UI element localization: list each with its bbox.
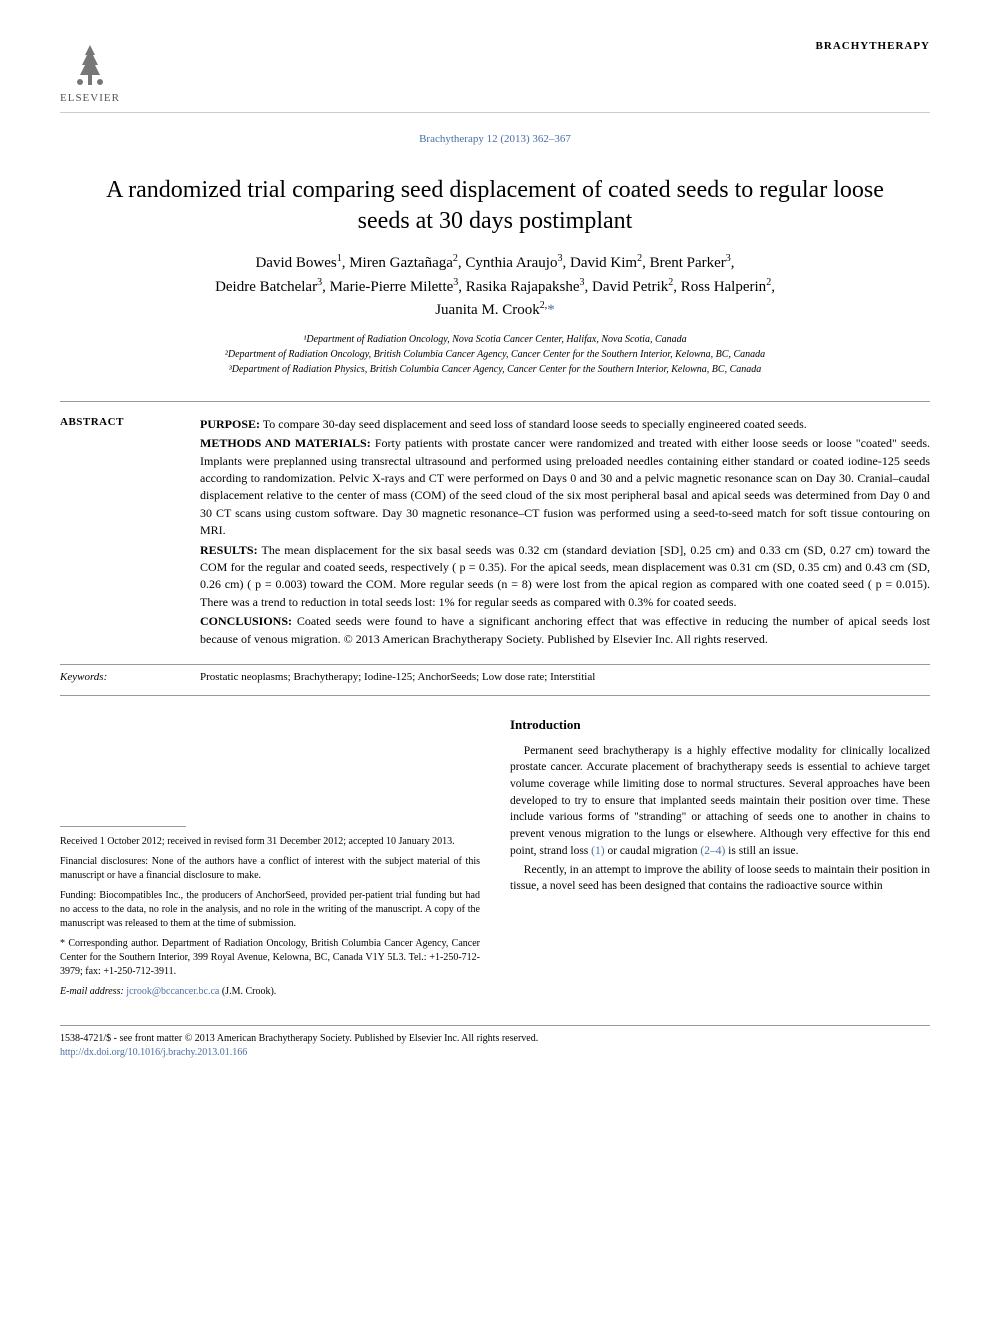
intro-p1-a: Permanent seed brachytherapy is a highly… xyxy=(510,745,930,857)
purpose-label: PURPOSE: xyxy=(200,417,260,431)
purpose-text: To compare 30-day seed displacement and … xyxy=(263,417,807,431)
affiliations: ¹Department of Radiation Oncology, Nova … xyxy=(60,332,930,377)
abstract-purpose: PURPOSE: To compare 30-day seed displace… xyxy=(200,416,930,433)
email-link[interactable]: jcrook@bccancer.bc.ca xyxy=(126,986,219,997)
abstract-label: ABSTRACT xyxy=(60,416,180,428)
footer-doi-link[interactable]: http://dx.doi.org/10.1016/j.brachy.2013.… xyxy=(60,1046,930,1060)
ref-link-2[interactable]: (2–4) xyxy=(700,845,725,857)
methods-text: Forty patients with prostate cancer were… xyxy=(200,436,930,537)
citation-line: Brachytherapy 12 (2013) 362–367 xyxy=(60,133,930,145)
abstract-methods: METHODS AND MATERIALS: Forty patients wi… xyxy=(200,435,930,539)
footnote-funding: Funding: Biocompatibles Inc., the produc… xyxy=(60,889,480,931)
conclusions-label: CONCLUSIONS: xyxy=(200,614,292,628)
abstract-left-col: ABSTRACT xyxy=(60,416,180,650)
footnote-email: E-mail address: jcrook@bccancer.bc.ca (J… xyxy=(60,985,480,999)
footer-copyright: 1538-4721/$ - see front matter © 2013 Am… xyxy=(60,1032,930,1046)
email-person: (J.M. Crook). xyxy=(222,986,276,997)
conclusions-text: Coated seeds were found to have a signif… xyxy=(200,614,930,645)
methods-label: METHODS AND MATERIALS: xyxy=(200,436,371,450)
footnote-corresponding: * Corresponding author. Department of Ra… xyxy=(60,937,480,979)
left-column: Received 1 October 2012; received in rev… xyxy=(60,716,480,1005)
footnote-received: Received 1 October 2012; received in rev… xyxy=(60,835,480,849)
journal-name: BRACHYTHERAPY xyxy=(816,40,930,52)
abstract-results: RESULTS: The mean displacement for the s… xyxy=(200,542,930,612)
keywords-left: Keywords: xyxy=(60,671,180,683)
right-column: Introduction Permanent seed brachytherap… xyxy=(510,716,930,1005)
article-title: A randomized trial comparing seed displa… xyxy=(100,175,890,237)
footer-bar: 1538-4721/$ - see front matter © 2013 Am… xyxy=(60,1025,930,1060)
header-bar: ELSEVIER BRACHYTHERAPY xyxy=(60,40,930,113)
ref-link-1[interactable]: (1) xyxy=(591,845,604,857)
email-label: E-mail address: xyxy=(60,986,124,997)
affiliation-1: ¹Department of Radiation Oncology, Nova … xyxy=(60,332,930,347)
abstract-conclusions: CONCLUSIONS: Coated seeds were found to … xyxy=(200,613,930,648)
publisher-label: ELSEVIER xyxy=(60,92,120,104)
keywords-label: Keywords: xyxy=(60,671,180,683)
keywords-text: Prostatic neoplasms; Brachytherapy; Iodi… xyxy=(200,671,930,683)
affiliation-2: ²Department of Radiation Oncology, Briti… xyxy=(60,347,930,362)
abstract-body: PURPOSE: To compare 30-day seed displace… xyxy=(200,416,930,650)
authors-line: David Bowes1, Miren Gaztañaga2, Cynthia … xyxy=(215,255,775,318)
intro-p1-c: is still an issue. xyxy=(725,845,798,857)
body-two-column: Received 1 October 2012; received in rev… xyxy=(60,716,930,1005)
publisher-logo: ELSEVIER xyxy=(60,40,120,104)
footnote-disclosures: Financial disclosures: None of the autho… xyxy=(60,855,480,883)
intro-p1-b: or caudal migration xyxy=(605,845,701,857)
footnote-divider xyxy=(60,826,186,827)
intro-para-1: Permanent seed brachytherapy is a highly… xyxy=(510,743,930,860)
keywords-row: Keywords: Prostatic neoplasms; Brachythe… xyxy=(60,671,930,696)
intro-heading: Introduction xyxy=(510,716,930,735)
results-text: The mean displacement for the six basal … xyxy=(200,543,930,609)
abstract-block: ABSTRACT PURPOSE: To compare 30-day seed… xyxy=(60,401,930,665)
elsevier-tree-icon xyxy=(65,40,115,90)
intro-para-2: Recently, in an attempt to improve the a… xyxy=(510,862,930,895)
results-label: RESULTS: xyxy=(200,543,258,557)
authors-block: David Bowes1, Miren Gaztañaga2, Cynthia … xyxy=(90,251,900,322)
affiliation-3: ³Department of Radiation Physics, Britis… xyxy=(60,362,930,377)
